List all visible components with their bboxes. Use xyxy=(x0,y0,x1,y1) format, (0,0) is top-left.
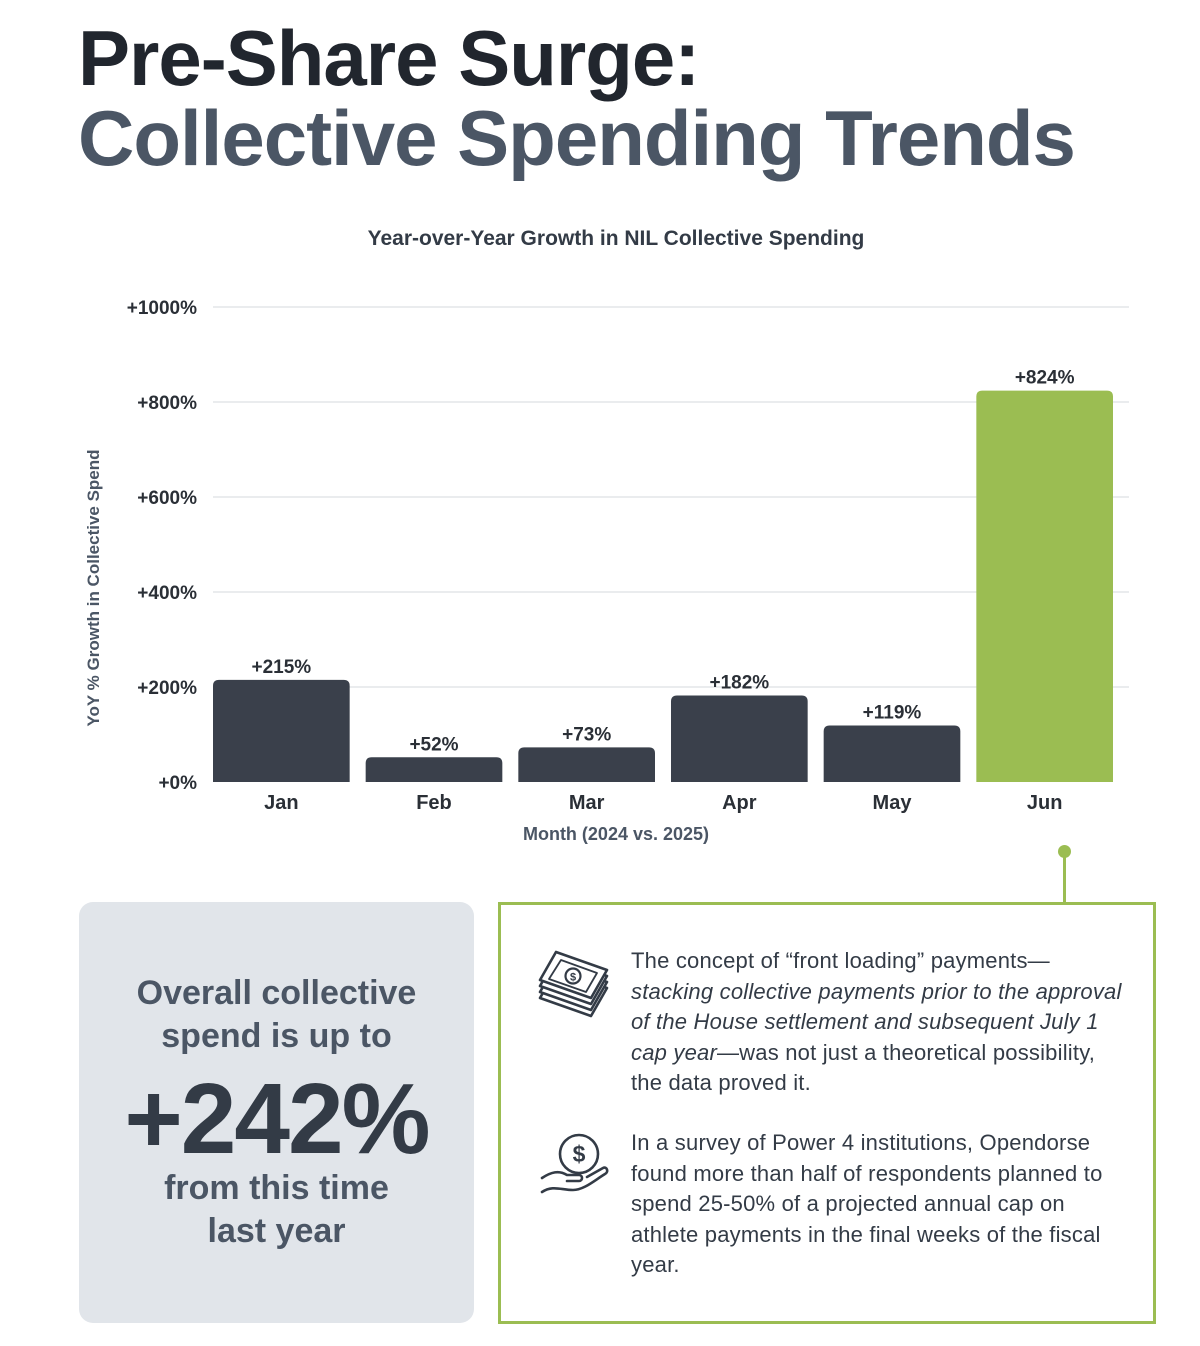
x-tick-label: Apr xyxy=(722,792,757,814)
data-label: +52% xyxy=(409,734,458,755)
svg-text:$: $ xyxy=(570,972,576,984)
para1-text-end: —was not just a theoretical possibility,… xyxy=(631,1039,1096,1096)
stat-tail-text: from this time last year xyxy=(164,1169,389,1250)
data-label: +824% xyxy=(1015,368,1075,389)
para1-italic-text: stacking collective payments prior to th… xyxy=(631,978,1122,1065)
y-tick-label: +0% xyxy=(158,773,197,794)
bar-mar xyxy=(518,747,655,782)
stat-lead-text: Overall collective spend is up to xyxy=(136,974,417,1055)
x-tick-label: May xyxy=(873,792,913,814)
plot-area: +0% +200% +400% +600% +800% +1000% +215% Jan +52… xyxy=(127,298,1129,814)
bar-jun xyxy=(976,390,1113,782)
y-tick-label: +800% xyxy=(137,393,197,414)
hand-holding-coin-icon: $ xyxy=(540,1133,609,1194)
x-axis-label: Month (2024 vs. 2025) xyxy=(523,824,709,844)
page-title-line1: Pre-Share Surge: xyxy=(78,14,700,102)
overall-stat-card: Overall collective spend is up to +242% … xyxy=(79,902,474,1323)
data-label: +182% xyxy=(709,673,769,694)
x-tick-label: Jan xyxy=(264,792,298,814)
y-tick-label: +200% xyxy=(137,678,197,699)
money-stack-icon: $ xyxy=(538,950,609,1018)
stat-value: +242% xyxy=(124,1063,430,1175)
bar-may xyxy=(823,725,961,782)
chart-title: Year-over-Year Growth in NIL Collective … xyxy=(368,227,865,250)
callout-connector-dot xyxy=(1058,845,1071,858)
front-loading-paragraph: The concept of “front loading” payments—… xyxy=(631,946,1131,1099)
para1-text-start: The concept of “front loading” payments— xyxy=(631,948,1050,973)
y-tick-label: +400% xyxy=(137,583,197,604)
info-callout-box: $ $ The concept of “front loading” payme… xyxy=(498,902,1156,1324)
x-tick-label: Mar xyxy=(569,792,605,814)
x-tick-label: Feb xyxy=(416,792,452,814)
bar-jan xyxy=(213,679,350,782)
bar-apr xyxy=(671,695,808,782)
data-label: +73% xyxy=(562,724,611,745)
callout-connector-line xyxy=(1063,852,1066,902)
bar-feb xyxy=(365,757,503,782)
page-title-line2: Collective Spending Trends xyxy=(78,94,1076,182)
data-label: +215% xyxy=(251,657,311,678)
svg-text:$: $ xyxy=(573,1141,586,1167)
survey-paragraph: In a survey of Power 4 institutions, Ope… xyxy=(631,1130,1103,1277)
yoy-growth-bar-chart: Year-over-Year Growth in NIL Collective … xyxy=(84,227,1129,844)
y-tick-label: +1000% xyxy=(127,298,197,319)
y-tick-label: +600% xyxy=(137,488,197,509)
y-axis-label: YoY % Growth in Collective Spend xyxy=(84,449,103,726)
data-label: +119% xyxy=(863,702,922,723)
x-tick-label: Jun xyxy=(1027,792,1063,814)
